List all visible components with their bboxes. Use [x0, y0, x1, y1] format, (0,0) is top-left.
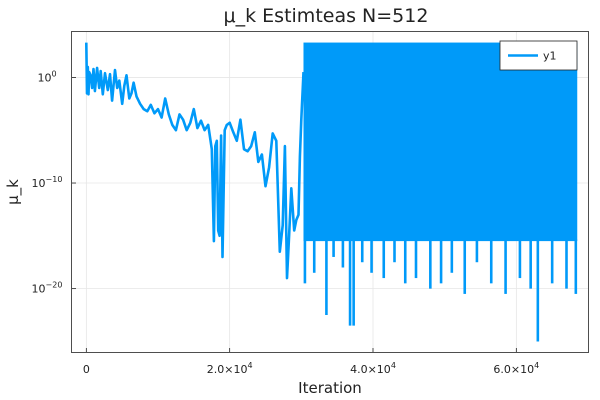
- plot-frame: [71, 31, 589, 353]
- x-tick-label-exponent: 4: [534, 361, 539, 370]
- x-tick-label-exponent: 4: [391, 361, 396, 370]
- y-tick-label-base: 10: [32, 177, 46, 190]
- y-tick-label-base: 10: [37, 71, 51, 84]
- oscillation-band-fill: [303, 42, 578, 242]
- y-axis-label: μ_k: [4, 179, 23, 205]
- x-tick-label: 0: [83, 363, 90, 376]
- x-tick-label-base: 0: [83, 363, 90, 376]
- x-axis: 0 2.0×104 4.0×104 6.0×104: [83, 348, 539, 376]
- y-tick-label-exponent: −20: [46, 281, 63, 290]
- y-tick-label-base: 10: [32, 283, 46, 296]
- x-tick-label-base: 2.0×10: [207, 363, 248, 376]
- y-tick-label-exponent: 0: [51, 69, 56, 78]
- x-tick-label: 4.0×104: [350, 361, 396, 376]
- chart-title: μ_k Estimteas N=512: [224, 5, 429, 27]
- series-y1-line: [85, 42, 305, 280]
- x-tick-label: 2.0×104: [207, 361, 253, 376]
- series-y1-oscillation-band: [303, 42, 578, 242]
- x-axis-label: Iteration: [298, 379, 362, 397]
- series-y1-spikes: [303, 239, 578, 342]
- legend-label-y1: y1: [543, 50, 557, 63]
- x-tick-label-base: 6.0×10: [493, 363, 534, 376]
- legend: y1: [499, 40, 578, 71]
- x-tick-label-base: 4.0×10: [350, 363, 391, 376]
- x-tick-label: 6.0×104: [493, 361, 539, 376]
- y-tick-label: 100: [37, 69, 56, 84]
- x-tick-label-exponent: 4: [247, 361, 252, 370]
- y-tick-label: 10−10: [32, 175, 63, 190]
- y-tick-label: 10−20: [32, 281, 63, 296]
- y-tick-label-exponent: −10: [46, 175, 63, 184]
